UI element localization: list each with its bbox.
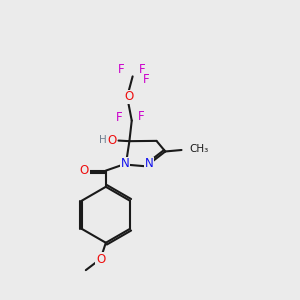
Text: F: F (142, 73, 149, 86)
Text: F: F (139, 63, 145, 76)
Text: N: N (145, 157, 154, 170)
Text: H: H (99, 135, 107, 145)
Text: CH₃: CH₃ (190, 144, 209, 154)
Text: O: O (107, 134, 116, 147)
Text: O: O (124, 91, 134, 103)
Text: N: N (121, 157, 130, 170)
Text: O: O (80, 164, 89, 177)
Text: F: F (138, 110, 145, 123)
Text: F: F (116, 110, 123, 124)
Text: O: O (96, 253, 105, 266)
Text: F: F (118, 63, 125, 76)
